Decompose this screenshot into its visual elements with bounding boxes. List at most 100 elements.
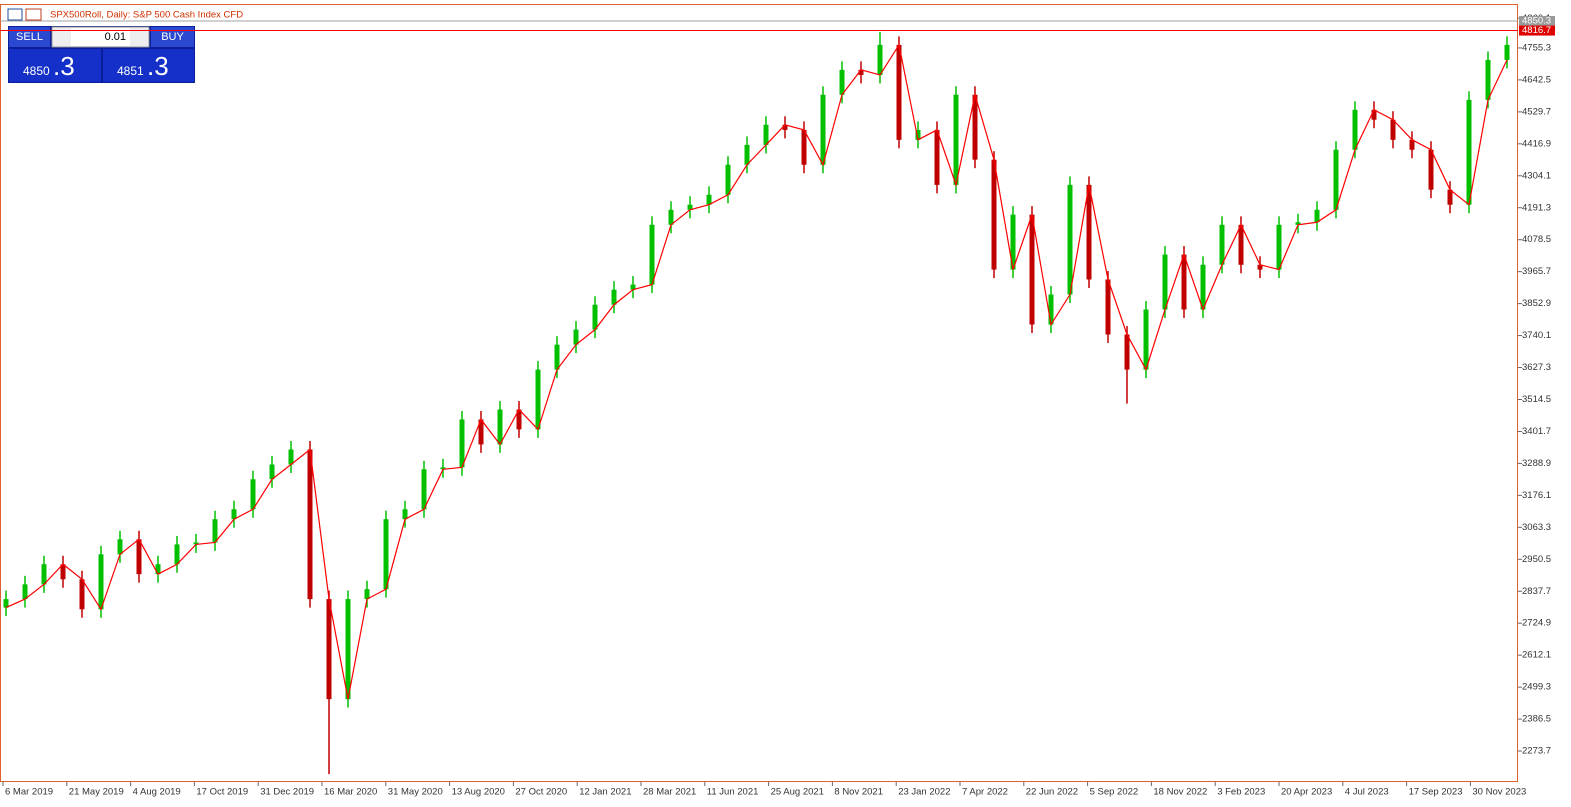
y-tick-label: 2499.3 xyxy=(1522,682,1551,693)
sell-button[interactable] xyxy=(9,27,50,47)
candle-body xyxy=(611,289,617,305)
y-tick-label: 3965.7 xyxy=(1522,266,1551,277)
plot-area xyxy=(3,31,1510,775)
candle-body xyxy=(22,584,28,600)
candle-body xyxy=(668,209,674,225)
y-tick-label: 2837.7 xyxy=(1522,586,1551,597)
x-tick-label: 25 Aug 2021 xyxy=(771,787,824,798)
candle-body xyxy=(630,284,636,290)
sell-price-box[interactable] xyxy=(9,49,101,82)
candle-body xyxy=(1086,184,1092,280)
x-tick-label: 31 May 2020 xyxy=(388,787,443,798)
buy-pips: .3 xyxy=(147,51,169,81)
x-tick-label: 23 Jan 2022 xyxy=(898,787,950,798)
candle-body xyxy=(592,304,598,330)
candle-body xyxy=(1257,264,1263,270)
buy-label[interactable]: BUY xyxy=(161,31,184,43)
lot-input[interactable] xyxy=(51,26,150,48)
candle-body xyxy=(1504,44,1510,60)
candle-body xyxy=(896,44,902,140)
menu-icon[interactable] xyxy=(7,8,23,21)
candle-body xyxy=(1067,184,1073,295)
candle-body xyxy=(858,69,864,75)
candle-body xyxy=(193,542,199,545)
x-tick-label: 5 Sep 2022 xyxy=(1090,787,1139,798)
x-tick-label: 12 Jan 2021 xyxy=(579,787,631,798)
y-tick-label: 2273.7 xyxy=(1522,746,1551,757)
y-tick-label: 2612.1 xyxy=(1522,650,1551,661)
candle-body xyxy=(744,144,750,165)
y-tick-label: 2950.5 xyxy=(1522,554,1551,565)
candle-body xyxy=(459,419,465,468)
sell-price: 4850 xyxy=(23,64,50,78)
y-tick-label: 3852.9 xyxy=(1522,298,1551,309)
buy-price-box[interactable] xyxy=(103,49,194,82)
x-tick-label: 17 Oct 2019 xyxy=(196,787,248,798)
y-tick-label: 4078.5 xyxy=(1522,234,1551,245)
y-tick-label: 3063.3 xyxy=(1522,522,1551,533)
buy-price: 4851 xyxy=(117,64,144,78)
x-tick-label: 17 Sep 2023 xyxy=(1409,787,1463,798)
candle-body xyxy=(839,69,845,95)
x-tick-label: 16 Mar 2020 xyxy=(324,787,377,798)
chart-icon[interactable] xyxy=(25,8,42,21)
candle-body xyxy=(934,129,940,185)
y-tick-label: 2386.5 xyxy=(1522,714,1551,725)
x-tick-label: 11 Jun 2021 xyxy=(707,787,759,798)
candle-body xyxy=(250,479,256,510)
candle-body xyxy=(136,539,142,575)
sell-pips: .3 xyxy=(53,51,75,81)
candle-body xyxy=(573,329,579,345)
candle-body xyxy=(877,44,883,75)
candle-body xyxy=(1371,109,1377,120)
lot-value: 0.01 xyxy=(105,31,126,43)
candle-body xyxy=(554,344,560,370)
y-tick-label: 3176.1 xyxy=(1522,490,1551,501)
candle-body xyxy=(687,204,693,210)
candle-body xyxy=(1162,254,1168,310)
candle-body xyxy=(1295,222,1301,225)
buy-button[interactable] xyxy=(151,27,194,47)
y-tick-label: 4755.3 xyxy=(1522,42,1551,53)
candle-body xyxy=(79,579,85,610)
candle-body xyxy=(60,564,66,580)
candle-body xyxy=(1485,59,1491,100)
candle-body xyxy=(364,589,370,600)
lot-up[interactable] xyxy=(130,28,148,46)
x-tick-label: 21 May 2019 xyxy=(69,787,124,798)
x-tick-label: 8 Nov 2021 xyxy=(834,787,883,798)
candle-body xyxy=(3,599,9,608)
candle-body xyxy=(174,544,180,565)
y-tick-label: 3401.7 xyxy=(1522,426,1551,437)
lot-down[interactable] xyxy=(53,28,71,46)
candle-body xyxy=(915,129,921,140)
y-tick-label: 3740.1 xyxy=(1522,330,1551,341)
x-tick-label: 3 Feb 2023 xyxy=(1217,787,1265,798)
candle-body xyxy=(231,509,237,520)
x-tick-label: 6 Mar 2019 xyxy=(5,787,53,798)
y-tick-label: 4416.9 xyxy=(1522,138,1551,149)
candle-body xyxy=(706,194,712,205)
candle-body xyxy=(326,599,332,700)
x-tick-label: 31 Dec 2019 xyxy=(260,787,314,798)
candle-body xyxy=(98,554,104,610)
candle-body xyxy=(535,369,541,430)
candle-body xyxy=(1428,149,1434,190)
candle-body xyxy=(1238,224,1244,265)
candle-body xyxy=(1390,119,1396,140)
x-tick-label: 30 Nov 2023 xyxy=(1472,787,1526,798)
x-tick-label: 27 Oct 2020 xyxy=(515,787,567,798)
candle-body xyxy=(991,159,997,270)
candle-body xyxy=(1333,149,1339,210)
sell-label[interactable]: SELL xyxy=(16,31,43,43)
candle-body xyxy=(1276,224,1282,270)
candle-body xyxy=(1124,334,1130,370)
candle-body xyxy=(383,519,389,590)
y-tick-label: 4642.5 xyxy=(1522,74,1551,85)
x-tick-label: 4 Jul 2023 xyxy=(1345,787,1389,798)
candle-body xyxy=(155,564,161,575)
plot-frame xyxy=(0,4,1518,782)
candle-body xyxy=(421,469,427,510)
candle-body xyxy=(1466,99,1472,205)
